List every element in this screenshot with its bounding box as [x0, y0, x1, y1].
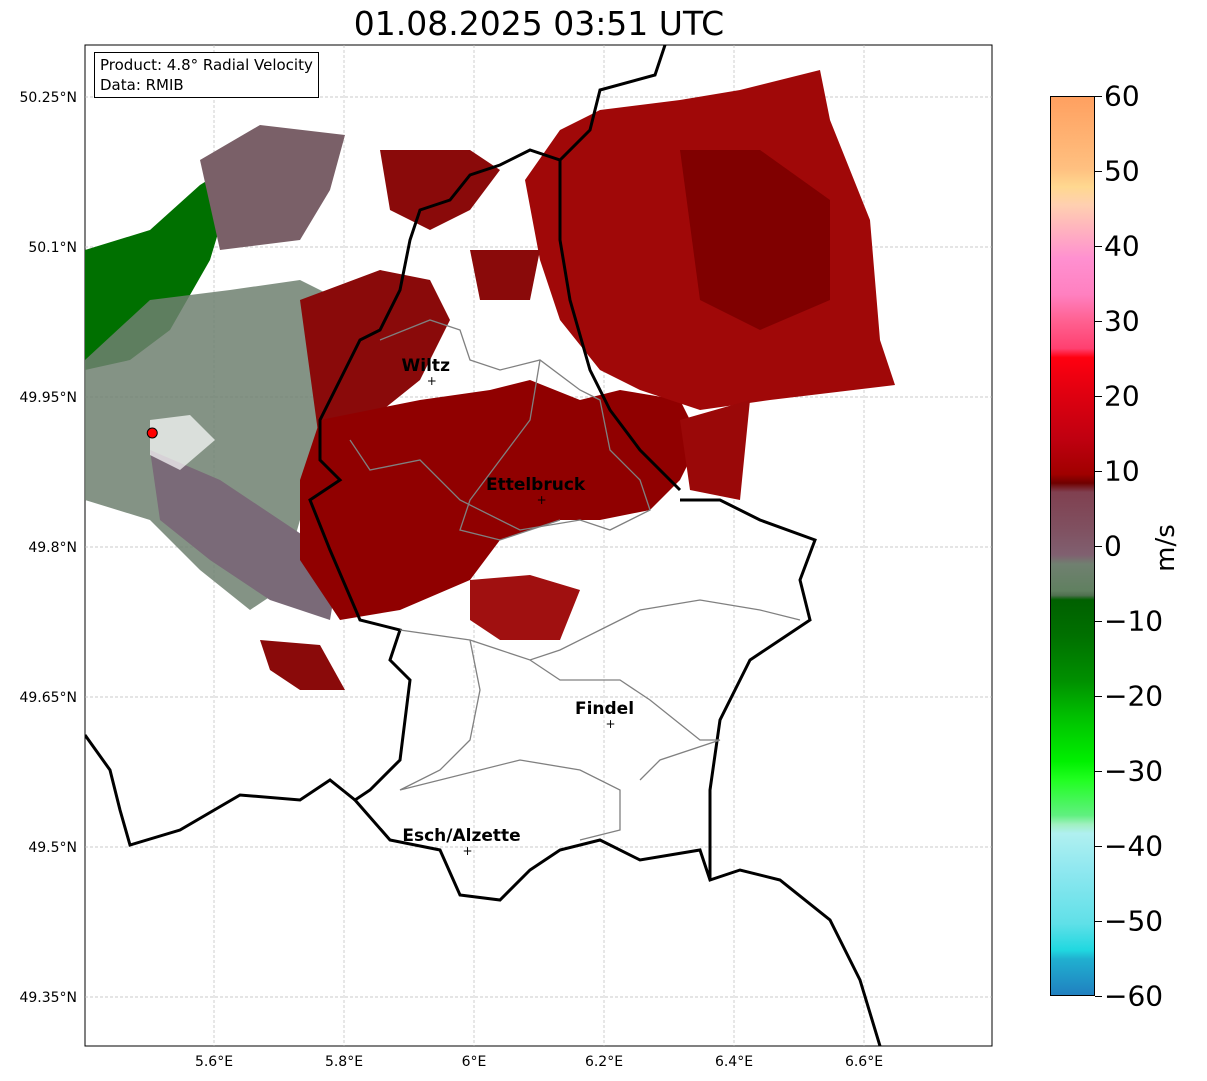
echo-red-2 [470, 575, 580, 640]
colorbar-tick-label: 40 [1104, 229, 1140, 263]
colorbar-tick [1095, 696, 1102, 697]
radar-site-marker [146, 427, 158, 439]
echo-green [85, 160, 240, 370]
echo-mauve [200, 125, 345, 250]
lon-tick-label: 6.6°E [845, 1054, 883, 1070]
colorbar-tick [1095, 396, 1102, 397]
colorbar-tick [1095, 96, 1102, 97]
lon-tick-label: 6°E [462, 1054, 487, 1070]
colorbar [1050, 96, 1095, 996]
colorbar-tick-label: −20 [1104, 679, 1164, 713]
borders [85, 45, 882, 1046]
lat-tick-label: 49.95°N [19, 390, 77, 406]
colorbar-tick-label: 30 [1104, 304, 1140, 338]
colorbar-tick-label: 0 [1104, 529, 1122, 563]
city-marker: + [427, 374, 437, 388]
colorbar-tick-label: −50 [1104, 904, 1164, 938]
colorbar-tick [1095, 321, 1102, 322]
colorbar-tick [1095, 921, 1102, 922]
colorbar-tick-label: 60 [1104, 79, 1140, 113]
city-marker: + [537, 493, 547, 507]
echo-core [680, 150, 830, 330]
city-marker: + [605, 717, 615, 731]
colorbar-tick [1095, 621, 1102, 622]
colorbar-tick-label: −10 [1104, 604, 1164, 638]
city-label: Wiltz [402, 356, 451, 376]
lat-tick-label: 49.8°N [28, 540, 77, 556]
colorbar-tick [1095, 771, 1102, 772]
legend-product: Product: 4.8° Radial Velocity [100, 56, 313, 74]
legend-data-source: Data: RMIB [100, 76, 184, 94]
product-legend: Product: 4.8° Radial Velocity Data: RMIB [94, 52, 319, 98]
radar-map: +Wiltz+Ettelbruck+Findel+Esch/Alzette 5.… [19, 44, 993, 1070]
colorbar-tick-label: 10 [1104, 454, 1140, 488]
colorbar-tick [1095, 171, 1102, 172]
radar-echoes [85, 70, 895, 690]
map-title: 01.08.2025 03:51 UTC [353, 4, 725, 43]
city-marker: + [462, 844, 472, 858]
echo-mauve-2 [150, 450, 340, 620]
colorbar-tick [1095, 471, 1102, 472]
colorbar-label: m/s [1151, 524, 1181, 572]
lat-tick-label: 49.5°N [28, 840, 77, 856]
colorbar-tick-label: −60 [1104, 979, 1164, 1013]
lon-tick-label: 6.4°E [715, 1054, 753, 1070]
lat-tick-label: 49.35°N [19, 990, 77, 1006]
colorbar-tick [1095, 846, 1102, 847]
lat-tick-label: 50.1°N [28, 240, 77, 256]
lon-tick-label: 5.6°E [195, 1054, 233, 1070]
echo-darkred [300, 380, 700, 620]
city-label: Ettelbruck [486, 475, 586, 495]
lat-tick-label: 50.25°N [19, 90, 77, 106]
lat-tick-label: 49.65°N [19, 690, 77, 706]
colorbar-tick-label: 50 [1104, 154, 1140, 188]
lon-tick-label: 5.8°E [325, 1054, 363, 1070]
colorbar-tick [1095, 246, 1102, 247]
colorbar-tick-label: −30 [1104, 754, 1164, 788]
colorbar-tick-label: −40 [1104, 829, 1164, 863]
colorbar-tick [1095, 996, 1102, 997]
lon-tick-label: 6.2°E [585, 1054, 623, 1070]
colorbar-tick-label: 20 [1104, 379, 1140, 413]
city-label: Findel [575, 699, 634, 719]
city-label: Esch/Alzette [402, 826, 520, 846]
echo-red-4 [380, 150, 500, 230]
colorbar-tick [1095, 546, 1102, 547]
